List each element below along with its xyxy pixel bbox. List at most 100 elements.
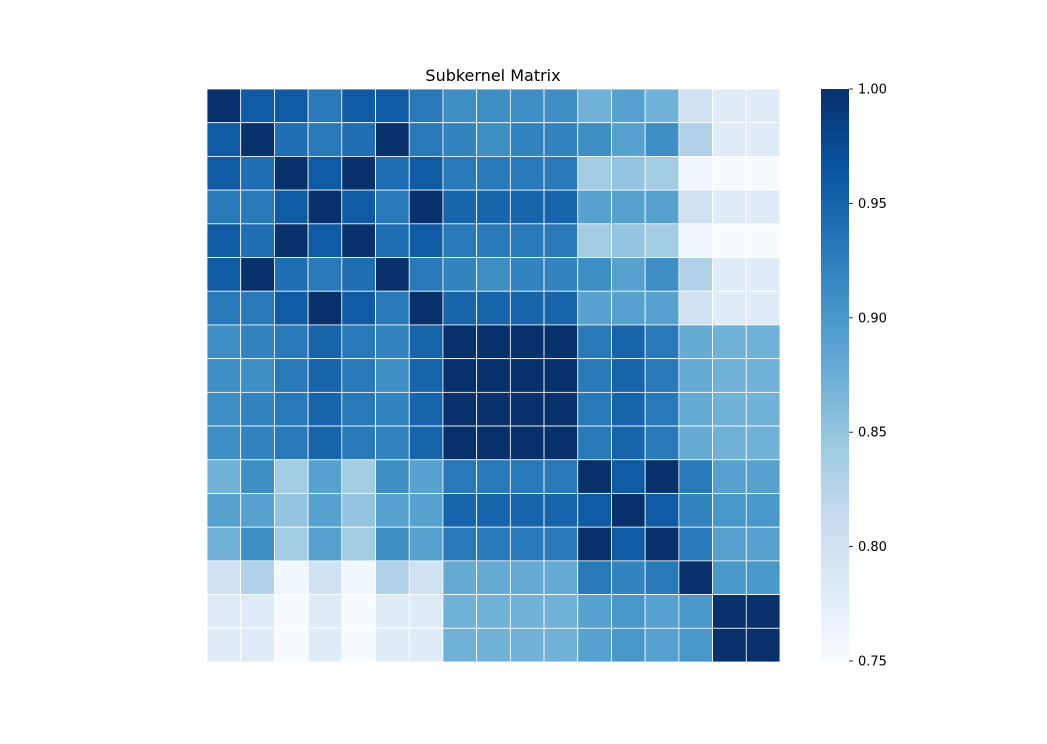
heatmap-cell-r1-c7 (442, 122, 478, 157)
heatmap-cell-r14-c7 (442, 560, 478, 595)
heatmap-cell-r3-c6 (408, 189, 444, 225)
heatmap-cell-r16-c3 (307, 627, 343, 663)
heatmap-cell-r13-c12 (611, 526, 646, 562)
heatmap-cell-r12-c2 (274, 493, 309, 528)
heatmap-cell-r15-c14 (678, 594, 713, 629)
heatmap-cell-r16-c10 (543, 627, 579, 663)
heatmap-cell-r2-c10 (543, 156, 579, 191)
heatmap-cell-r13-c7 (442, 526, 478, 562)
heatmap-cell-r4-c13 (644, 223, 680, 258)
heatmap-cell-r6-c11 (577, 290, 612, 326)
heatmap-cell-r6-c15 (712, 290, 747, 326)
heatmap-cell-r5-c14 (678, 257, 713, 292)
heatmap-cell-r9-c15 (712, 391, 747, 427)
heatmap-cell-r4-c14 (678, 223, 713, 258)
heatmap-cell-r0-c3 (307, 88, 343, 124)
heatmap-cell-r2-c7 (442, 156, 478, 191)
heatmap-cell-r8-c11 (577, 358, 612, 393)
heatmap-cell-r13-c14 (678, 526, 713, 562)
heatmap-cell-r5-c13 (644, 257, 680, 292)
heatmap-cell-r4-c6 (408, 223, 444, 258)
heatmap-cell-r13-c13 (644, 526, 680, 562)
heatmap-cell-r5-c10 (543, 257, 579, 292)
heatmap-cell-r6-c5 (375, 290, 410, 326)
heatmap-cell-r11-c1 (240, 459, 275, 494)
heatmap-cell-r3-c16 (745, 189, 781, 225)
heatmap-cell-r3-c15 (712, 189, 747, 225)
heatmap-cell-r12-c10 (543, 493, 579, 528)
heatmap-cell-r9-c8 (476, 391, 511, 427)
heatmap-cell-r1-c15 (712, 122, 747, 157)
heatmap-cell-r9-c13 (644, 391, 680, 427)
heatmap-cell-r11-c13 (644, 459, 680, 494)
heatmap-cell-r3-c13 (644, 189, 680, 225)
heatmap-cell-r9-c10 (543, 391, 579, 427)
heatmap-cell-r0-c2 (274, 88, 309, 124)
heatmap-cell-r2-c11 (577, 156, 612, 191)
heatmap-cell-r1-c13 (644, 122, 680, 157)
heatmap-cell-r14-c4 (341, 560, 376, 595)
heatmap-cell-r5-c16 (745, 257, 781, 292)
heatmap-cell-r10-c15 (712, 425, 747, 461)
heatmap-cell-r4-c10 (543, 223, 579, 258)
heatmap-cell-r7-c12 (611, 324, 646, 360)
heatmap-cell-r12-c0 (206, 493, 242, 528)
heatmap-cell-r11-c12 (611, 459, 646, 494)
heatmap-cell-r16-c4 (341, 627, 376, 663)
heatmap-cell-r14-c6 (408, 560, 444, 595)
heatmap-cell-r7-c13 (644, 324, 680, 360)
heatmap-cell-r12-c6 (408, 493, 444, 528)
heatmap-cell-r11-c8 (476, 459, 511, 494)
heatmap-cell-r12-c4 (341, 493, 376, 528)
heatmap-cell-r5-c11 (577, 257, 612, 292)
heatmap-cell-r13-c4 (341, 526, 376, 562)
heatmap-cell-r9-c9 (509, 391, 545, 427)
heatmap-cell-r16-c0 (206, 627, 242, 663)
heatmap-cell-r11-c10 (543, 459, 579, 494)
heatmap-cell-r7-c10 (543, 324, 579, 360)
heatmap-cell-r14-c2 (274, 560, 309, 595)
heatmap-cell-r6-c14 (678, 290, 713, 326)
heatmap-cell-r13-c15 (712, 526, 747, 562)
heatmap-cell-r8-c7 (442, 358, 478, 393)
heatmap-cell-r10-c1 (240, 425, 275, 461)
heatmap-cell-r11-c6 (408, 459, 444, 494)
heatmap-cell-r16-c2 (274, 627, 309, 663)
heatmap-cell-r6-c1 (240, 290, 275, 326)
heatmap-cell-r4-c5 (375, 223, 410, 258)
heatmap-cell-r5-c15 (712, 257, 747, 292)
heatmap-cell-r11-c2 (274, 459, 309, 494)
heatmap-cell-r4-c2 (274, 223, 309, 258)
heatmap-cell-r16-c13 (644, 627, 680, 663)
heatmap-cell-r16-c15 (712, 627, 747, 663)
heatmap-cell-r15-c3 (307, 594, 343, 629)
heatmap-cell-r2-c14 (678, 156, 713, 191)
heatmap-cell-r14-c3 (307, 560, 343, 595)
heatmap-cell-r5-c5 (375, 257, 410, 292)
heatmap-cell-r14-c5 (375, 560, 410, 595)
heatmap-cell-r12-c1 (240, 493, 275, 528)
heatmap-cell-r14-c8 (476, 560, 511, 595)
heatmap-cell-r4-c7 (442, 223, 478, 258)
heatmap-cell-r10-c11 (577, 425, 612, 461)
heatmap-cell-r9-c11 (577, 391, 612, 427)
heatmap-cell-r3-c5 (375, 189, 410, 225)
heatmap-cell-r3-c4 (341, 189, 376, 225)
heatmap-cell-r13-c9 (509, 526, 545, 562)
heatmap-cell-r12-c12 (611, 493, 646, 528)
heatmap-cell-r7-c0 (206, 324, 242, 360)
heatmap-cell-r15-c16 (745, 594, 781, 629)
heatmap-cell-r6-c6 (408, 290, 444, 326)
heatmap-cell-r10-c4 (341, 425, 376, 461)
heatmap-cell-r10-c3 (307, 425, 343, 461)
heatmap-cell-r6-c10 (543, 290, 579, 326)
heatmap-cell-r3-c12 (611, 189, 646, 225)
heatmap-cell-r2-c5 (375, 156, 410, 191)
heatmap-cell-r7-c15 (712, 324, 747, 360)
heatmap-cell-r14-c1 (240, 560, 275, 595)
heatmap-cell-r9-c5 (375, 391, 410, 427)
heatmap-cell-r10-c16 (745, 425, 781, 461)
heatmap-cell-r15-c8 (476, 594, 511, 629)
heatmap-cell-r15-c1 (240, 594, 275, 629)
heatmap-cell-r1-c16 (745, 122, 781, 157)
